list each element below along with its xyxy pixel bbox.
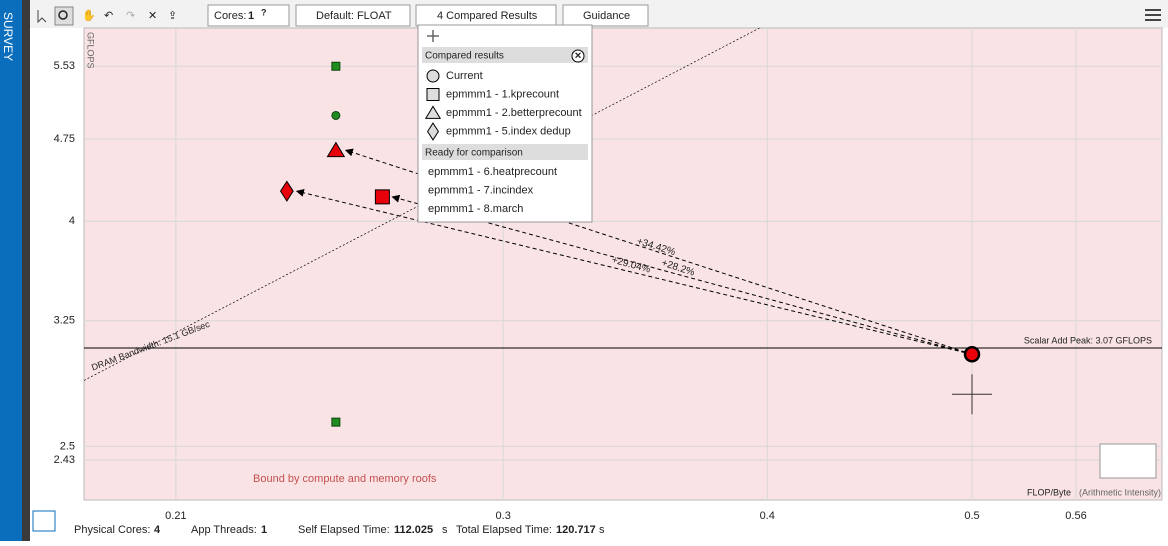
crosshair <box>952 374 993 415</box>
x-tick-label: 0.4 <box>760 510 775 522</box>
loop-point[interactable] <box>279 180 294 202</box>
legend-icon <box>426 88 440 101</box>
y-tick-label: 2.43 <box>54 454 75 466</box>
comparison-arrow <box>391 194 973 355</box>
close-icon: ✕ <box>574 50 582 60</box>
x-axis-label: FLOP/Byte <box>1027 487 1071 497</box>
y-tick-label: 4 <box>69 215 75 227</box>
legend-entry[interactable]: epmmm1 - 2.betterprecount <box>446 107 582 119</box>
section-title: Compared results <box>425 51 504 62</box>
guidance-dropdown[interactable] <box>562 4 649 27</box>
zoom-tool[interactable] <box>54 6 74 26</box>
add-icon <box>427 30 439 42</box>
section-header <box>422 144 588 160</box>
undo[interactable]: ↶ <box>104 10 113 22</box>
guidance: Guidance <box>583 10 630 22</box>
loop-point[interactable] <box>331 61 341 71</box>
precision-dropdown[interactable] <box>295 4 411 27</box>
status-value: 112.025 <box>394 524 433 536</box>
cores-label: Cores: <box>214 10 246 22</box>
x-tick-label: 0.3 <box>496 510 511 522</box>
x-tick-label: 0.5 <box>964 510 979 522</box>
legend-icon <box>426 69 440 83</box>
ready-entry[interactable]: epmmm1 - 6.heatprecount <box>428 166 557 178</box>
export[interactable]: ⇪ <box>168 10 177 22</box>
ready-entry[interactable]: epmmm1 - 8.march <box>428 203 523 215</box>
y-tick-label: 4.75 <box>54 133 75 145</box>
expand[interactable] <box>32 510 56 532</box>
legend-entry[interactable]: Current <box>446 70 483 82</box>
precision: Default: FLOAT <box>316 10 392 22</box>
y-tick-label: 2.5 <box>60 440 75 452</box>
loop-point[interactable] <box>331 110 341 120</box>
loop-point[interactable] <box>963 346 981 363</box>
help[interactable]: ? <box>261 7 267 17</box>
status-label: App Threads: <box>191 524 257 536</box>
legend-icon <box>424 105 442 119</box>
compare: 4 Compared Results <box>437 10 538 22</box>
y-tick-label: 3.25 <box>54 315 75 327</box>
status-value: 1 <box>261 524 267 536</box>
ready-entry[interactable]: epmmm1 - 7.incindex <box>428 184 534 196</box>
loop-point[interactable] <box>374 189 390 205</box>
status-unit: s <box>442 524 448 536</box>
zoom-icon <box>58 10 68 20</box>
legend-entry[interactable]: epmmm1 - 1.kprecount <box>446 88 559 100</box>
legend-icon <box>427 122 439 141</box>
section-title: Ready for comparison <box>425 148 523 159</box>
menu[interactable] <box>1145 9 1161 21</box>
section-header <box>422 47 588 63</box>
comparison-arrow <box>295 188 973 355</box>
y-tick-label: 5.53 <box>54 60 75 72</box>
roof-label: Scalar Add Peak: 3.07 GFLOPS <box>1024 335 1152 345</box>
x-tick-label: 0.56 <box>1065 510 1086 522</box>
loop-point[interactable] <box>331 417 341 427</box>
sidebar-label[interactable]: SURVEY <box>1 12 15 61</box>
x-axis-note: (Arithmetic Intensity) <box>1079 487 1161 497</box>
loop-point[interactable] <box>326 141 346 158</box>
pan-tool[interactable]: ✋ <box>82 9 96 22</box>
splitter[interactable] <box>22 0 30 541</box>
status-unit: s <box>599 524 605 536</box>
status-label: Self Elapsed Time: <box>298 524 390 536</box>
close[interactable] <box>571 49 585 63</box>
redo[interactable]: ↷ <box>126 10 135 22</box>
status-label: Physical Cores: <box>74 524 150 536</box>
x-tick-label: 0.21 <box>165 510 186 522</box>
plot-area <box>83 27 1163 501</box>
cores-value: 1 <box>248 10 254 22</box>
status-value: 120.717 <box>556 524 596 536</box>
status-label: Total Elapsed Time: <box>456 524 552 536</box>
sidebar <box>0 0 22 541</box>
clear[interactable]: ✕ <box>148 10 157 22</box>
minimap[interactable] <box>1099 443 1157 479</box>
region-label: Bound by compute and memory roofs <box>253 473 437 485</box>
status-value: 4 <box>154 524 161 536</box>
y-axis-label: GFLOPS <box>86 32 96 69</box>
cores-dropdown[interactable] <box>207 4 290 27</box>
select-tool[interactable] <box>37 10 47 24</box>
legend-entry[interactable]: epmmm1 - 5.index dedup <box>446 125 571 137</box>
